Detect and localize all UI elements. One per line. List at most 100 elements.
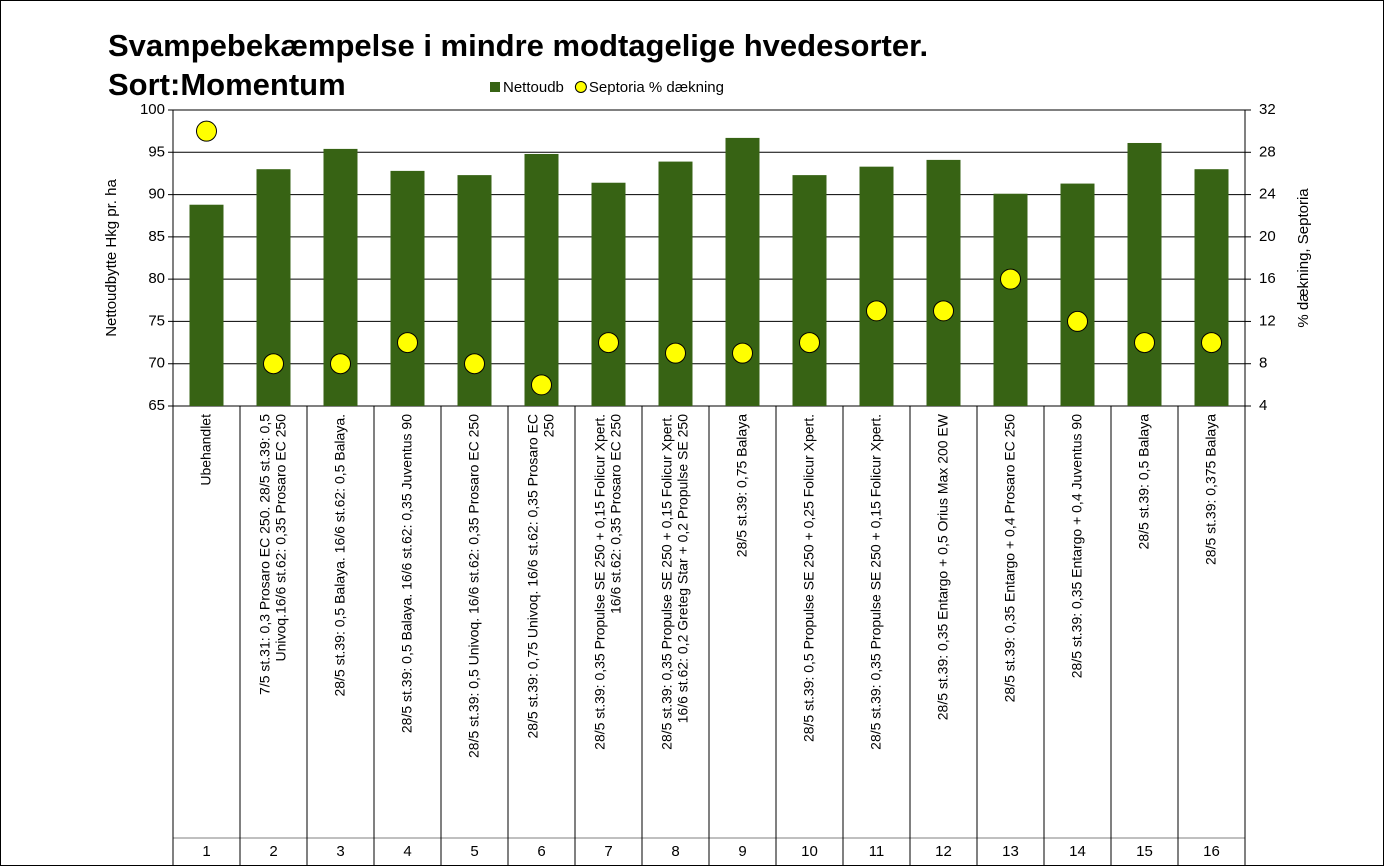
y-tick-label: 70 — [148, 355, 165, 372]
point — [464, 353, 485, 375]
point — [1000, 268, 1021, 290]
point — [397, 332, 418, 354]
category-number: 5 — [470, 843, 478, 860]
x-tick-label: 28/5 st.39: 0,75 Univoq. 16/6 st.62: 0,3… — [524, 414, 556, 739]
category-number: 4 — [403, 843, 411, 860]
y-tick-label: 80 — [148, 270, 165, 287]
y2-tick-label: 16 — [1259, 270, 1276, 287]
point — [799, 332, 820, 354]
category-number: 14 — [1069, 843, 1086, 860]
x-tick-label: 28/5 st.39: 0,5 Propulse SE 250 + 0,25 F… — [800, 414, 816, 742]
category-number: 9 — [738, 843, 746, 860]
x-tick-label-line: 28/5 st.39: 0,35 Entargo + 0,4 Prosaro E… — [1001, 414, 1017, 703]
bar — [725, 137, 760, 406]
x-tick-label-line: 16/6 st.62: 0,2 Greteg Star + 0,2 Propul… — [674, 414, 690, 724]
x-tick-label-line: 28/5 st.39: 0,35 Propulse SE 250 + 0,15 … — [591, 414, 607, 750]
chart-title: Sort:Momentum — [108, 67, 346, 102]
point — [263, 353, 284, 375]
category-number: 11 — [869, 843, 885, 860]
y2-tick-label: 4 — [1259, 397, 1267, 414]
x-tick-label: 28/5 st.39: 0,35 Entargo + 0,4 Prosaro E… — [1001, 414, 1017, 703]
x-tick-label: 28/5 st.39: 0,5 Univoq. 16/6 st.62: 0,35… — [465, 414, 481, 758]
chart-title: Svampebekæmpelse i mindre modtagelige hv… — [108, 28, 928, 63]
x-tick-label: 28/5 st.39: 0,375 Balaya — [1202, 414, 1218, 565]
y-axis-label: Nettoudbytte Hkg pr. ha — [103, 179, 120, 337]
x-tick-label-line: 16/6 st.62: 0,35 Prosaro EC 250 — [607, 414, 623, 614]
x-tick-label-line: 7/5 st.31: 0,3 Prosaro EC 250. 28/5 st.3… — [256, 414, 272, 695]
category-number: 6 — [537, 843, 545, 860]
legend-swatch — [574, 81, 587, 93]
y2-axis-label: % dækning, Septoria — [1295, 188, 1312, 328]
x-tick-label: 28/5 st.39: 0,35 Propulse SE 250 + 0,15 … — [591, 414, 623, 750]
bar — [926, 159, 961, 406]
point — [1201, 332, 1222, 354]
y-tick-label: 85 — [148, 228, 165, 245]
x-tick-label: 28/5 st.39: 0,35 Propulse SE 250 + 0,15 … — [867, 414, 883, 750]
bar — [658, 161, 693, 406]
category-number: 8 — [671, 843, 679, 860]
x-tick-label: 28/5 st.39: 0,5 Balaya — [1135, 414, 1151, 550]
point — [933, 300, 954, 322]
x-tick-label-line: 28/5 st.39: 0,75 Univoq. 16/6 st.62: 0,3… — [524, 414, 540, 739]
x-tick-label-line: 28/5 st.39: 0,5 Balaya — [1135, 414, 1151, 550]
x-tick-label: 28/5 st.39: 0,35 Entargo + 0,4 Juventus … — [1068, 414, 1084, 678]
bar — [524, 153, 559, 406]
category-number: 7 — [604, 843, 612, 860]
y-tick-label: 65 — [148, 397, 165, 414]
y2-tick-label: 24 — [1259, 186, 1276, 203]
category-number: 2 — [269, 843, 277, 860]
x-tick-label: 7/5 st.31: 0,3 Prosaro EC 250. 28/5 st.3… — [256, 414, 288, 695]
y-tick-label: 100 — [140, 101, 165, 118]
bar — [189, 204, 224, 406]
x-tick-label-line: 28/5 st.39: 0,375 Balaya — [1202, 414, 1218, 565]
category-number: 12 — [935, 843, 952, 860]
y2-tick-label: 20 — [1259, 228, 1276, 245]
x-tick-label: 28/5 st.39: 0,5 Balaya. 16/6 st.62: 0,5 … — [331, 414, 347, 697]
x-tick-label-line: 28/5 st.39: 0,5 Univoq. 16/6 st.62: 0,35… — [465, 414, 481, 758]
y-tick-label: 95 — [148, 143, 165, 160]
bar — [1194, 169, 1229, 406]
bar — [859, 166, 894, 406]
bar — [390, 170, 425, 406]
x-tick-label-line: 28/5 st.39: 0,35 Entargo + 0,4 Juventus … — [1068, 414, 1084, 678]
y-tick-label: 75 — [148, 312, 165, 329]
y2-tick-label: 12 — [1259, 312, 1276, 329]
x-tick-label-line: 28/5 st.39: 0,5 Propulse SE 250 + 0,25 F… — [800, 414, 816, 742]
point — [1067, 310, 1088, 332]
x-tick-label-line: Univoq.16/6 st.62: 0,35 Prosaro EC 250 — [272, 414, 288, 662]
point — [531, 374, 552, 396]
x-tick-label-line: 250 — [540, 414, 556, 438]
category-number: 13 — [1002, 843, 1019, 860]
point — [1134, 332, 1155, 354]
point — [665, 342, 686, 364]
x-tick-label-line: Ubehandlet — [197, 414, 213, 486]
x-tick-label-line: 28/5 st.39: 0,35 Propulse SE 250 + 0,15 … — [658, 414, 674, 750]
y-tick-label: 90 — [148, 186, 165, 203]
bar — [792, 175, 827, 406]
point — [732, 342, 753, 364]
bar — [1127, 142, 1162, 407]
category-number: 16 — [1203, 843, 1220, 860]
y2-tick-label: 28 — [1259, 143, 1276, 160]
x-tick-label: 28/5 st.39: 0,5 Balaya. 16/6 st.62: 0,35… — [398, 414, 414, 733]
point — [196, 120, 217, 142]
legend-label: Septoria % dækning — [589, 79, 724, 96]
x-tick-label-line: 28/5 st.39: 0,35 Entargo + 0,5 Orius Max… — [934, 413, 950, 720]
y2-tick-label: 32 — [1259, 101, 1276, 118]
point — [866, 300, 887, 322]
category-number: 15 — [1136, 843, 1153, 860]
point — [330, 353, 351, 375]
category-number: 1 — [202, 843, 210, 860]
x-tick-label-line: 28/5 st.39: 0,5 Balaya. 16/6 st.62: 0,35… — [398, 414, 414, 733]
bar — [993, 193, 1028, 406]
x-tick-label-line: 28/5 st.39: 0,35 Propulse SE 250 + 0,15 … — [867, 414, 883, 750]
x-tick-label: Ubehandlet — [197, 414, 213, 486]
x-tick-label: 28/5 st.39: 0,75 Balaya — [733, 414, 749, 557]
x-tick-label: 28/5 st.39: 0,35 Entargo + 0,5 Orius Max… — [934, 413, 950, 720]
bar — [1060, 183, 1095, 406]
category-number: 10 — [801, 843, 818, 860]
x-tick-label: 28/5 st.39: 0,35 Propulse SE 250 + 0,15 … — [658, 414, 690, 750]
x-tick-label-line: 28/5 st.39: 0,5 Balaya. 16/6 st.62: 0,5 … — [331, 414, 347, 697]
bar — [591, 182, 626, 406]
